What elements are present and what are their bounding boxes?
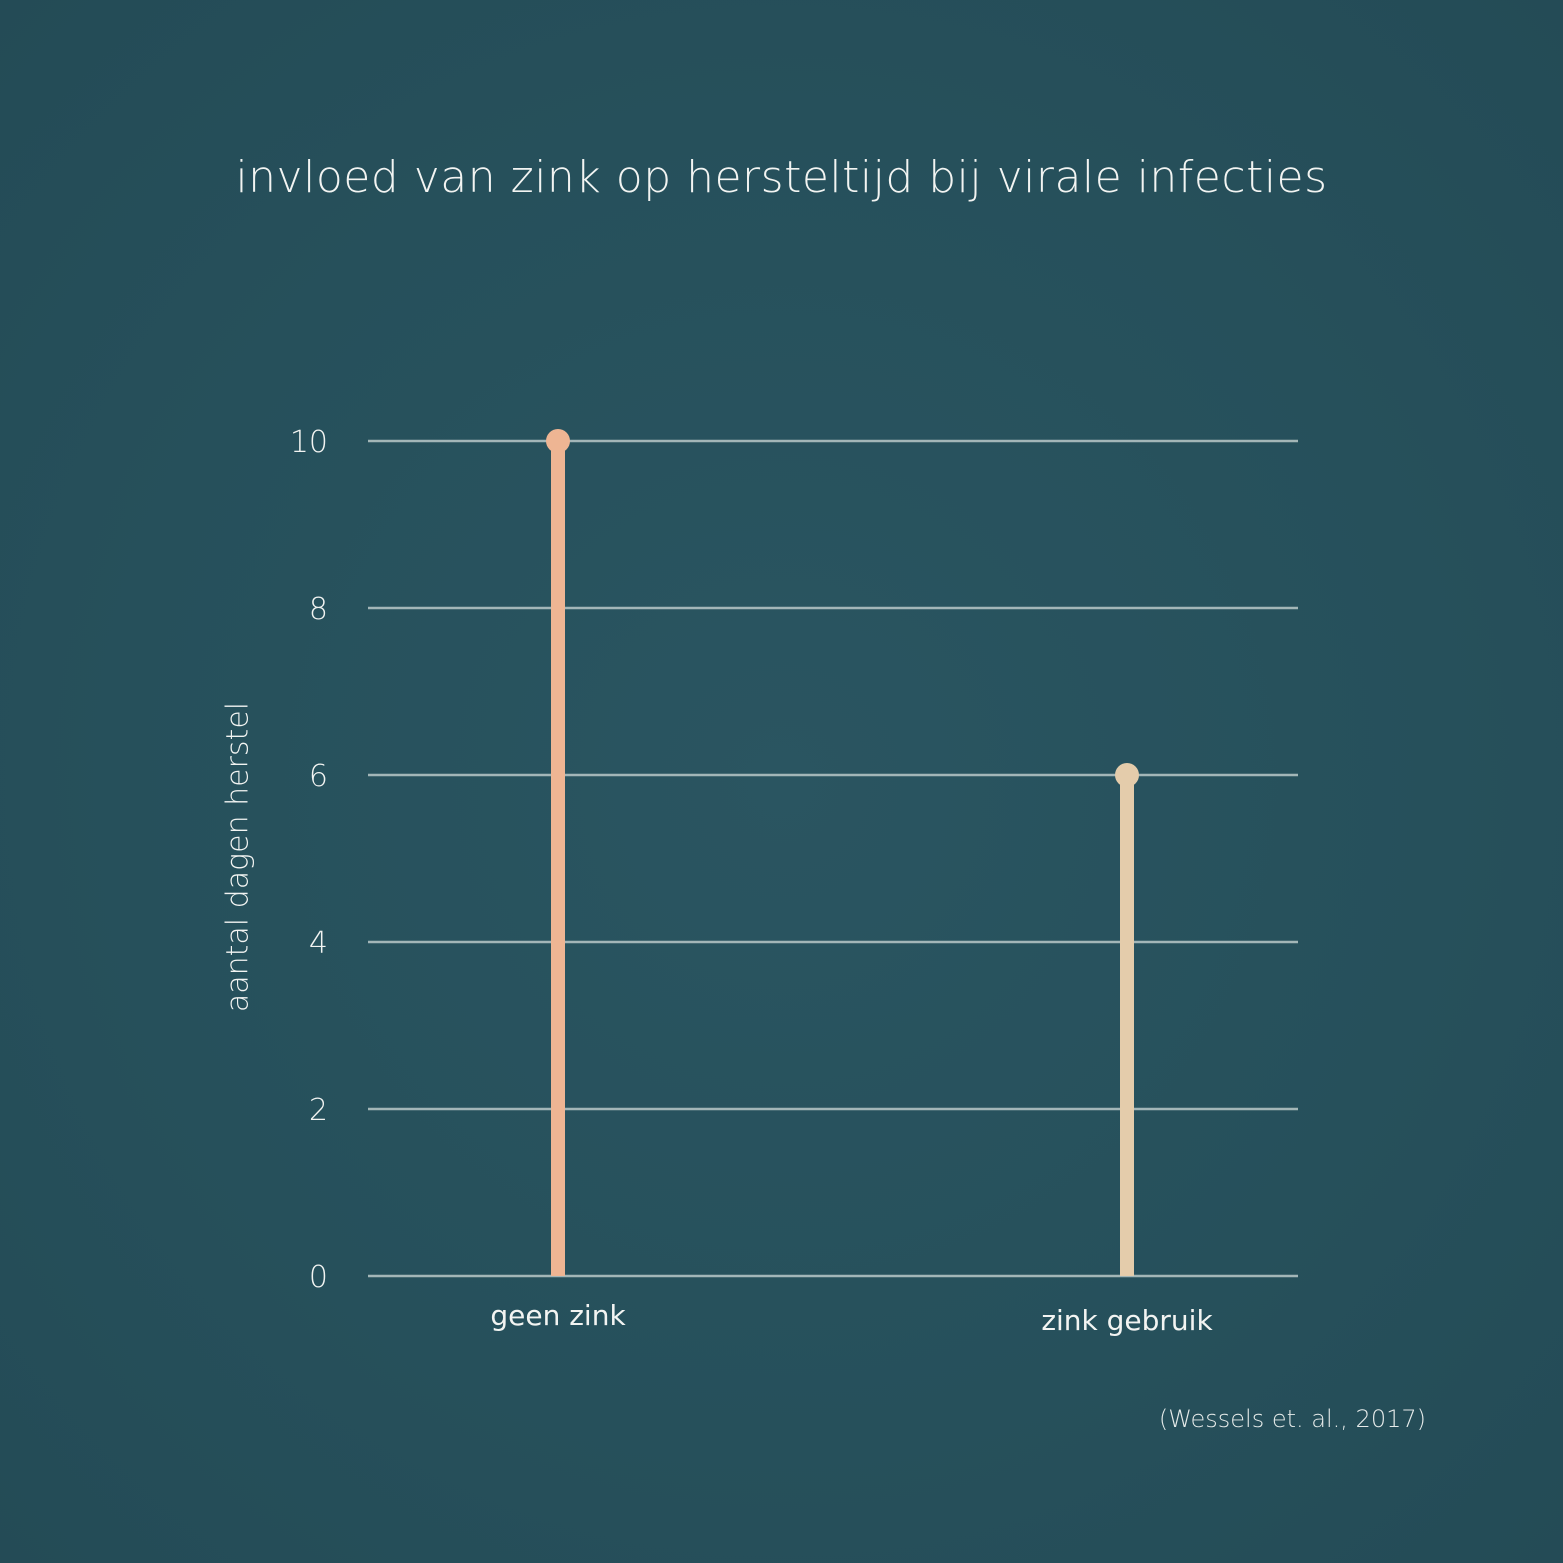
x-category-label: zink gebruik [1041, 1304, 1213, 1337]
y-tick-label: 2 [309, 1093, 328, 1128]
y-tick-label: 10 [290, 425, 328, 460]
y-tick-label: 0 [309, 1260, 328, 1295]
x-category-labels: geen zink zink gebruik [490, 1299, 1213, 1337]
grid-lines [368, 439, 1298, 1278]
y-axis-label: aantal dagen herstel [220, 701, 256, 1013]
y-tick-label: 8 [309, 592, 328, 627]
x-category-label: geen zink [490, 1299, 626, 1332]
lollipop-head [1115, 763, 1139, 787]
y-tick-label: 6 [309, 759, 328, 794]
y-tick-labels: 0 2 4 6 8 10 [290, 425, 328, 1295]
chart-title: invloed van zink op hersteltijd bij vira… [235, 152, 1328, 203]
lollipop-head [546, 429, 570, 453]
source-citation: (Wessels et. al., 2017) [1158, 1405, 1426, 1433]
y-tick-label: 4 [309, 926, 328, 961]
lollipop-series [546, 429, 1139, 1276]
